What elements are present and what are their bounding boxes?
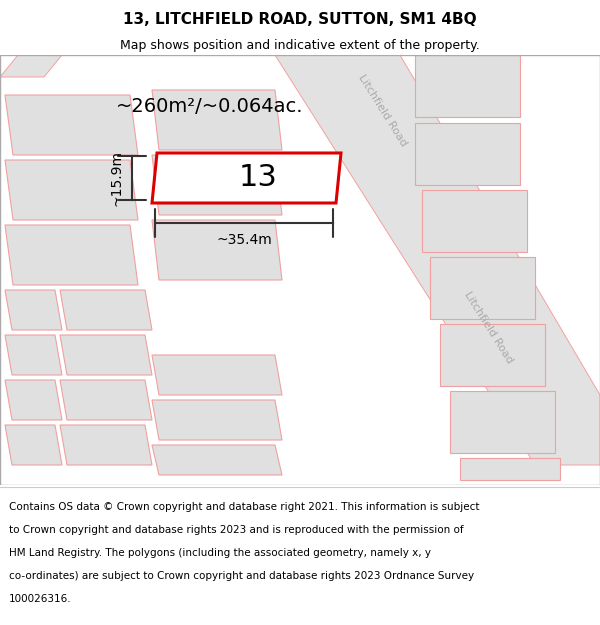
Polygon shape [0,55,62,77]
Polygon shape [152,153,341,203]
Text: Litchfield Road: Litchfield Road [356,72,408,148]
Polygon shape [415,55,520,117]
Polygon shape [5,160,138,220]
Text: Contains OS data © Crown copyright and database right 2021. This information is : Contains OS data © Crown copyright and d… [9,502,479,512]
Text: 13: 13 [239,164,277,192]
Text: co-ordinates) are subject to Crown copyright and database rights 2023 Ordnance S: co-ordinates) are subject to Crown copyr… [9,571,474,581]
Polygon shape [152,90,282,150]
Polygon shape [5,290,62,330]
Polygon shape [60,335,152,375]
Text: Litchfield Road: Litchfield Road [462,289,514,365]
Text: ~15.9m: ~15.9m [110,150,124,206]
Polygon shape [422,190,527,252]
Polygon shape [152,445,282,475]
Polygon shape [5,380,62,420]
Text: to Crown copyright and database rights 2023 and is reproduced with the permissio: to Crown copyright and database rights 2… [9,525,464,535]
Polygon shape [152,355,282,395]
Text: 13, LITCHFIELD ROAD, SUTTON, SM1 4BQ: 13, LITCHFIELD ROAD, SUTTON, SM1 4BQ [123,12,477,27]
Text: 100026316.: 100026316. [9,594,71,604]
Text: Map shows position and indicative extent of the property.: Map shows position and indicative extent… [120,39,480,51]
Polygon shape [60,380,152,420]
Text: ~35.4m: ~35.4m [216,233,272,247]
Polygon shape [415,123,520,185]
Polygon shape [460,458,560,480]
Polygon shape [152,220,282,280]
Polygon shape [440,324,545,386]
Polygon shape [450,391,555,453]
Polygon shape [60,425,152,465]
Polygon shape [5,335,62,375]
Polygon shape [5,225,138,285]
Polygon shape [430,257,535,319]
Polygon shape [5,95,138,155]
Polygon shape [152,400,282,440]
Polygon shape [60,290,152,330]
Text: HM Land Registry. The polygons (including the associated geometry, namely x, y: HM Land Registry. The polygons (includin… [9,548,431,558]
Text: ~260m²/~0.064ac.: ~260m²/~0.064ac. [116,97,304,116]
Polygon shape [275,55,600,465]
Polygon shape [5,425,62,465]
Polygon shape [152,155,282,215]
